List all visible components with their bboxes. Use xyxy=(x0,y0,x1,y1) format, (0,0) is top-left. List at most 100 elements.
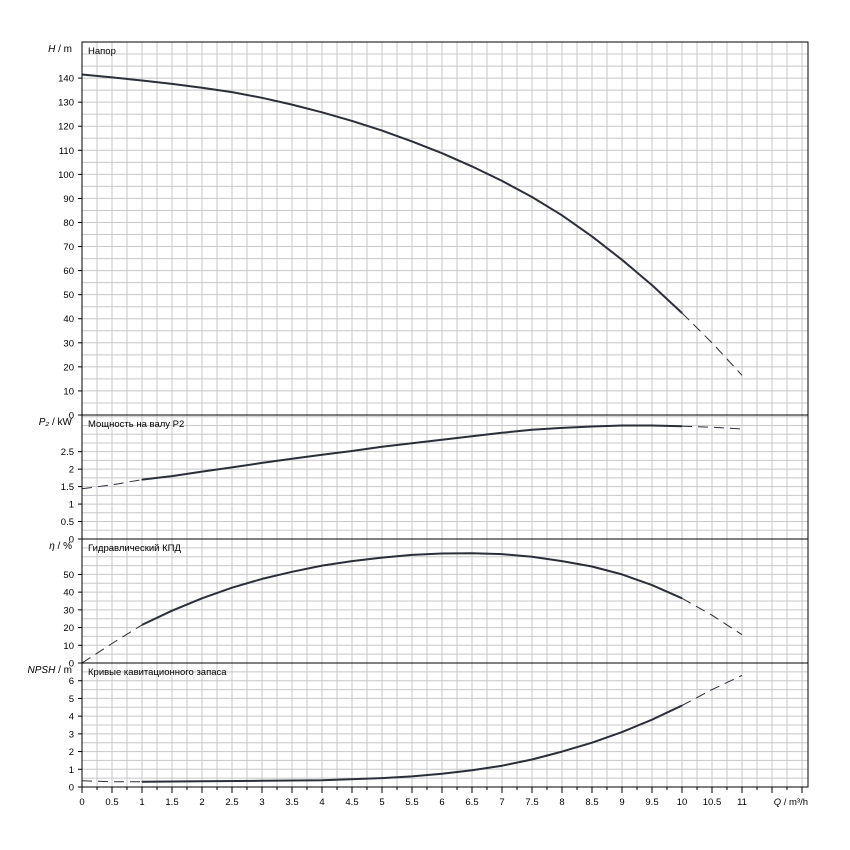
x-tick-label: 5 xyxy=(379,797,384,808)
curve-point xyxy=(141,79,143,82)
curve-point xyxy=(441,152,443,154)
y-axis-symbol: η xyxy=(49,541,55,552)
curve-point xyxy=(411,442,413,444)
curve-point xyxy=(501,765,503,767)
curve-dashed-start xyxy=(81,479,143,490)
y-axis-symbol: P₂ xyxy=(39,417,50,428)
curve-point xyxy=(171,475,173,477)
y-tick-label: 20 xyxy=(63,623,74,634)
y-tick-label: 1.5 xyxy=(61,482,74,493)
x-tick-label: 9.5 xyxy=(645,797,658,808)
curve-point xyxy=(141,624,143,626)
y-tick-label: 40 xyxy=(63,588,74,599)
y-tick-label: 0 xyxy=(69,411,74,422)
curve-dashed-start xyxy=(81,624,143,664)
curve-dashed-end xyxy=(681,312,743,376)
curve-point xyxy=(651,424,653,427)
curve-point xyxy=(381,446,383,448)
y-axis-unit: / m xyxy=(55,665,72,676)
curve-point xyxy=(351,120,353,122)
y-tick-label: 30 xyxy=(63,338,74,349)
curve-point xyxy=(321,454,323,456)
curve-point xyxy=(201,597,203,599)
y-tick-label: 4 xyxy=(69,712,74,723)
curve-point xyxy=(201,470,203,473)
curve-point xyxy=(411,140,413,142)
x-tick-label: 0.5 xyxy=(105,797,118,808)
curve-point xyxy=(531,196,533,198)
x-tick-label: 7.5 xyxy=(525,797,538,808)
curve-point xyxy=(501,180,503,182)
y-axis-unit: / m xyxy=(55,44,72,55)
curve-dashed-end xyxy=(681,597,743,636)
y-axis-label: η / % xyxy=(49,541,72,552)
x-tick-label: 8 xyxy=(559,797,564,808)
x-tick-label: 8.5 xyxy=(585,797,598,808)
y-tick-label: 2 xyxy=(69,465,74,476)
curve-point xyxy=(141,479,143,481)
x-tick-label: 3.5 xyxy=(285,797,298,808)
curve-point xyxy=(471,165,473,168)
curve-point xyxy=(531,758,533,761)
curve-point xyxy=(171,610,173,612)
curve-point xyxy=(561,750,563,753)
y-tick-label: 10 xyxy=(63,641,74,652)
curve-point xyxy=(381,129,383,132)
curve-point xyxy=(591,742,593,744)
curve-point xyxy=(651,284,653,286)
curve-point xyxy=(561,214,563,216)
curve-point xyxy=(441,552,443,555)
curve-point xyxy=(261,97,263,99)
y-tick-label: 1 xyxy=(69,500,74,511)
chart-panel-1: 0 10 20 30 40 50 60 70 80 90 100 110 120 130 140 H / m Н… xyxy=(48,41,809,422)
x-tick-label: 3 xyxy=(259,797,264,808)
y-axis-symbol: H xyxy=(48,44,56,55)
curve-point xyxy=(231,587,233,589)
x-tick-label: 10.5 xyxy=(703,797,722,808)
y-tick-label: 1 xyxy=(69,765,74,776)
panel-label: Мощность на валу P2 xyxy=(88,419,184,430)
y-tick-label: 0 xyxy=(69,783,74,794)
curve-point xyxy=(261,780,263,782)
curve-point xyxy=(291,458,293,460)
x-tick-label: 10 xyxy=(677,797,688,808)
curve-point xyxy=(531,556,533,558)
curve-dashed-end xyxy=(681,674,743,706)
curve-point xyxy=(321,779,323,781)
y-tick-label: 3 xyxy=(69,729,74,740)
panel-frame xyxy=(81,662,809,788)
curve-point xyxy=(291,571,293,573)
curve-point xyxy=(441,773,443,775)
y-axis-unit: / kW xyxy=(49,417,72,428)
x-tick-label: 0 xyxy=(79,797,84,808)
curve-point xyxy=(471,435,473,437)
y-tick-label: 0 xyxy=(69,535,74,546)
y-axis-label: H / m xyxy=(48,44,72,55)
y-tick-label: 120 xyxy=(58,122,74,133)
y-tick-label: 90 xyxy=(63,194,74,205)
y-tick-label: 140 xyxy=(58,74,74,85)
y-tick-label: 10 xyxy=(63,386,74,397)
curve-point xyxy=(321,564,323,567)
curve-point xyxy=(651,584,653,586)
y-axis-label: NPSH / m xyxy=(28,665,72,676)
curve-point xyxy=(321,111,323,113)
curve-point xyxy=(201,780,203,782)
curve-point xyxy=(561,427,563,429)
curve-point xyxy=(411,554,413,556)
y-tick-label: 80 xyxy=(63,218,74,229)
curve-point xyxy=(261,462,263,464)
y-tick-label: 110 xyxy=(59,146,74,157)
chart-panel-2: 0 0.5 1 1.5 2 2.5 P₂ / kW Мощность на валу P2 xyxy=(39,414,809,546)
curve-point xyxy=(621,259,623,261)
y-tick-label: 6 xyxy=(69,676,74,687)
x-axis-symbol: Q xyxy=(774,797,782,808)
chart-panel-3: 0 10 20 30 40 50 η / % Гидравлический КПД xyxy=(49,538,809,670)
panel-label: Напор xyxy=(88,46,116,57)
curve-point xyxy=(291,103,293,106)
y-axis-symbol: NPSH xyxy=(28,665,57,676)
curve-point xyxy=(501,553,503,555)
x-tick-label: 5.5 xyxy=(405,797,418,808)
curve-point xyxy=(501,432,503,434)
